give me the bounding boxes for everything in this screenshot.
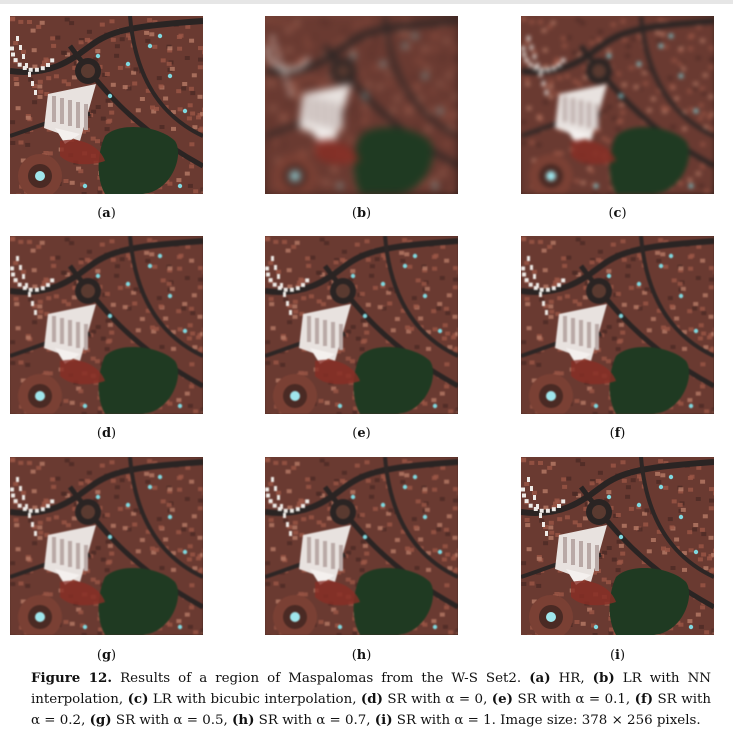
panel-label-e: (e) [352,426,371,441]
page-top-bar [0,0,733,4]
panel-label-d: (d) [96,426,117,441]
panel-f [521,236,714,414]
panel-letter: g [101,648,112,663]
satellite-image-a [10,16,203,194]
figure-caption: Figure 12. Results of a region of Maspal… [31,668,711,731]
panel-letter: b [356,206,367,221]
panel-label-i: (i) [609,648,626,663]
panel-c [521,16,714,194]
panel-letter: d [101,426,112,441]
panel-letter: e [357,426,366,441]
satellite-image-i [521,457,714,635]
panel-g [10,457,203,635]
panel-label-h: (h) [351,648,372,663]
satellite-image-f [521,236,714,414]
panel-label-g: (g) [96,648,117,663]
panel-i [521,457,714,635]
panel-d [10,236,203,414]
panel-e [265,236,458,414]
satellite-image-d [10,236,203,414]
panel-h [265,457,458,635]
panel-letter: h [356,648,367,663]
panel-letter: i [615,648,620,663]
panel-label-a: (a) [97,206,116,221]
panel-letter: a [102,206,111,221]
figure-label: Figure 12. [31,670,113,686]
satellite-image-h [265,457,458,635]
satellite-image-g [10,457,203,635]
satellite-image-c [521,16,714,194]
panel-label-c: (c) [608,206,627,221]
panel-letter: c [613,206,622,221]
satellite-image-e [265,236,458,414]
panel-label-f: (f) [609,426,626,441]
satellite-image-b [265,16,458,194]
caption-text: Results of a region of Maspalomas from t… [31,670,711,728]
panel-b [265,16,458,194]
panel-letter: f [614,426,621,441]
panel-a [10,16,203,194]
panel-label-b: (b) [351,206,372,221]
